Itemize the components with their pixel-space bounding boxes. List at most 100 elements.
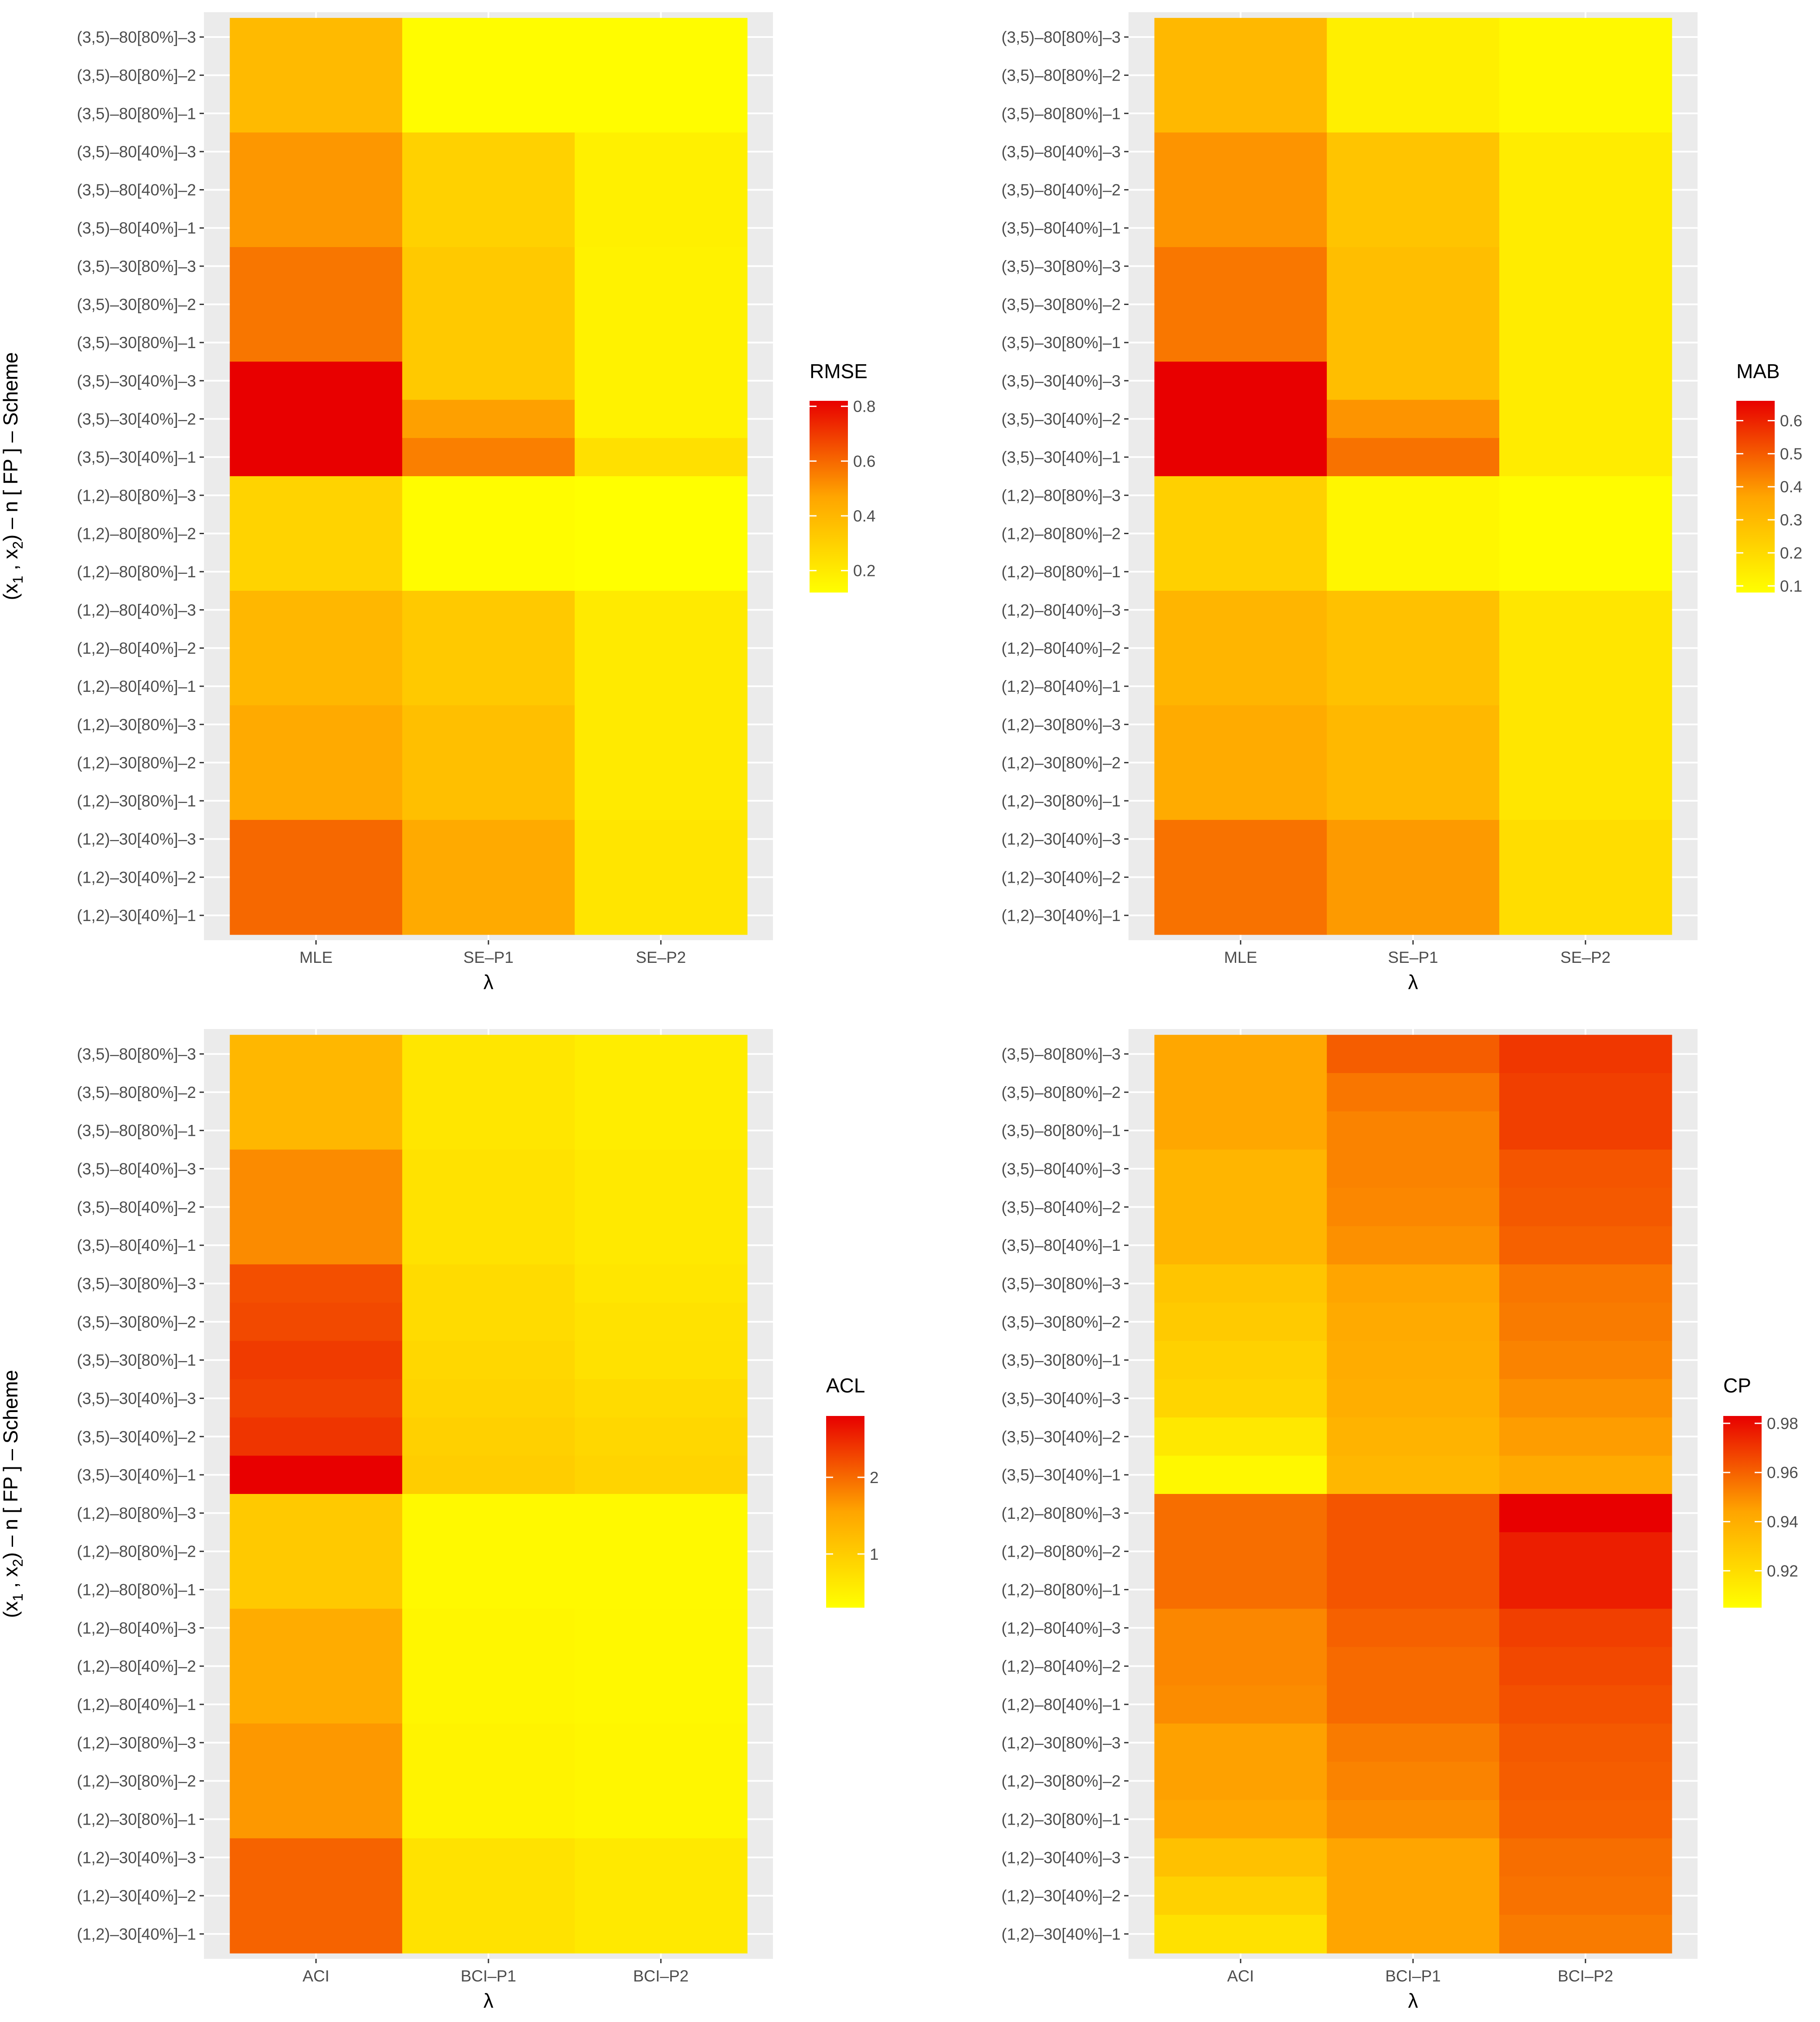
heatmap-cell [1327,1876,1500,1915]
x-axis-title: λ [484,971,494,993]
heatmap-cell [1154,1456,1327,1494]
heatmap-cell [574,1685,748,1724]
heatmap-cell [1327,782,1500,820]
heatmap-cell [1499,1570,1672,1609]
heatmap-cell [402,476,575,515]
heatmap-cell [230,1341,403,1380]
heatmap-cell [574,514,748,553]
y-tick-label: (3,5)–30[80%]–3 [1001,257,1121,275]
heatmap-cell [230,1915,403,1954]
y-axis-title-subscript: 1 [10,1593,26,1601]
y-tick-label: (1,2)–30[40%]–1 [1001,907,1121,925]
heatmap-cell [230,1035,403,1074]
heatmap-cell [1327,591,1500,630]
heatmap-cell [1154,743,1327,782]
panel-mab: (3,5)–80[80%]–3 (3,5)–80[80%]–2 (3,5)–80[8… [0,12,1802,993]
y-tick-label: (1,2)–30[80%]–3 [77,1734,196,1752]
y-tick-label: (3,5)–80[80%]–1 [77,105,196,122]
heatmap-cell [1499,1341,1672,1380]
heatmap-cell [402,629,575,668]
heatmap-cell [574,285,748,324]
y-axis-title-subscript: 2 [10,541,26,549]
heatmap-cell [1499,1876,1672,1915]
heatmap-cell [230,132,403,171]
y-tick-label: (1,2)–30[40%]–1 [77,1925,196,1943]
heatmap-cell [574,591,748,630]
heatmap-cell [402,94,575,133]
y-tick-label: (3,5)–80[80%]–1 [1001,1122,1121,1140]
heatmap-cell [230,362,403,400]
y-tick-label: (1,2)–30[80%]–1 [77,792,196,810]
heatmap-cell [1327,552,1500,591]
y-tick-label: (1,2)–80[40%]–1 [1001,1696,1121,1714]
y-tick-label: (3,5)–30[80%]–1 [1001,1351,1121,1369]
y-tick-label: (1,2)–30[40%]–1 [1001,1925,1121,1943]
heatmap-cell [230,209,403,247]
heatmap-cell [230,858,403,897]
heatmap-cell [1154,1379,1327,1418]
y-tick-label: (1,2)–30[40%]–2 [1001,868,1121,886]
legend-tick-label: 0.5 [1780,445,1802,463]
heatmap-cell [574,1532,748,1571]
heatmap-cell [1327,1073,1500,1112]
panel-rmse: (3,5)–80[80%]–3 (3,5)–80[80%]–2 (3,5)–80[8… [0,12,875,993]
heatmap-cell [230,476,403,515]
heatmap-cell [574,1417,748,1456]
heatmap-cell [1154,1532,1327,1571]
y-tick-label: (1,2)–30[80%]–1 [1001,792,1121,810]
y-tick-label: (3,5)–80[80%]–2 [77,67,196,85]
heatmap-cell [574,1570,748,1609]
y-axis-title-subscript: 2 [10,1559,26,1567]
heatmap-cell [574,18,748,57]
y-tick-label: (1,2)–80[80%]–2 [1001,525,1121,542]
y-axis-title-subscript: 1 [10,576,26,583]
y-tick-label: (3,5)–30[80%]–1 [77,1351,196,1369]
heatmap-cell [402,896,575,935]
heatmap-cell [1327,1188,1500,1226]
y-axis-title-subscript: 1 [10,576,26,583]
heatmap-cell [1327,323,1500,362]
heatmap-cell [574,1494,748,1533]
heatmap-cell [1499,323,1672,362]
y-tick-label: (3,5)–80[80%]–2 [1001,1084,1121,1101]
heatmap-cell [1154,1226,1327,1265]
heatmap-cell [1499,1647,1672,1686]
heatmap-cell [1154,1609,1327,1648]
heatmap-cell [574,132,748,171]
heatmap-cell [230,1570,403,1609]
heatmap-cell [1499,1609,1672,1648]
y-tick-label: (1,2)–80[40%]–2 [77,1657,196,1675]
heatmap-cell [574,1838,748,1877]
y-tick-label: (3,5)–80[80%]–3 [1001,28,1121,46]
y-tick-label: (1,2)–30[40%]–3 [1001,1849,1121,1866]
legend-colorbar [1723,1416,1762,1608]
heatmap-cell [1327,1417,1500,1456]
heatmap-cell [1499,18,1672,57]
heatmap-cell [1154,56,1327,95]
y-axis-title-part: ) – n [ FP ] – Scheme [0,352,22,541]
heatmap-cell [402,1494,575,1533]
heatmap-cell [230,1379,403,1418]
heatmap-cell [574,1379,748,1418]
heatmap-cell [1327,1379,1500,1418]
heatmap-cell [1154,1302,1327,1341]
heatmap-cell [1154,591,1327,630]
heatmap-cell [1499,1456,1672,1494]
legend-tick-label: 0.2 [1780,544,1802,562]
x-tick-label: ACI [1227,1967,1254,1985]
heatmap-cell [230,438,403,477]
y-tick-label: (3,5)–80[40%]–2 [77,1198,196,1216]
heatmap-cell [402,323,575,362]
heatmap-cell [574,170,748,210]
heatmap-cell [1499,1915,1672,1954]
legend-tick-label: 2 [870,1469,879,1487]
heatmap-cell [1327,820,1500,859]
heatmap-cell [574,209,748,247]
y-axis-title-part: , x [0,549,22,576]
heatmap-cell [1499,1838,1672,1877]
heatmap-cell [402,1800,575,1839]
heatmap-cell [1327,1111,1500,1150]
heatmap-cell [402,1685,575,1724]
heatmap-cell [1154,1188,1327,1226]
heatmap-cell [1154,476,1327,515]
